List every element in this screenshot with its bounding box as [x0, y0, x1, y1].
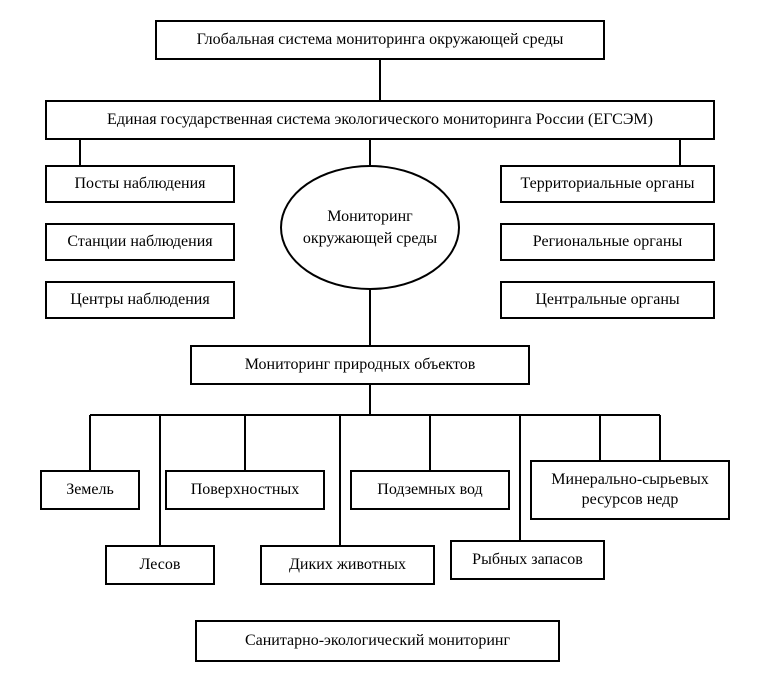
node-label: Посты наблюдения [74, 174, 205, 194]
node-sanitary: Санитарно-экологический мониторинг [195, 620, 560, 662]
node-label: Центры наблюдения [70, 290, 209, 310]
node-label: Станции наблюдения [67, 232, 212, 252]
node-label: Мониторинг окружающей среды [288, 206, 452, 249]
node-label: Поверхностных [191, 480, 299, 500]
node-label: Рыбных запасов [472, 550, 583, 570]
node-central: Центральные органы [500, 281, 715, 319]
node-animals: Диких животных [260, 545, 435, 585]
node-regional: Региональные органы [500, 223, 715, 261]
node-global: Глобальная система мониторинга окружающе… [155, 20, 605, 60]
node-label: Диких животных [289, 555, 406, 575]
node-fish: Рыбных запасов [450, 540, 605, 580]
node-land: Земель [40, 470, 140, 510]
node-label: Минерально-сырьевых ресурсов недр [538, 470, 722, 510]
node-label: Региональные органы [533, 232, 682, 252]
node-label: Лесов [140, 555, 181, 575]
node-label: Глобальная система мониторинга окружающе… [197, 30, 564, 50]
diagram-canvas: Глобальная система мониторинга окружающе… [0, 0, 759, 700]
node-surface: Поверхностных [165, 470, 325, 510]
node-label: Мониторинг природных объектов [245, 355, 476, 375]
node-label: Земель [66, 480, 114, 500]
node-label: Подземных вод [377, 480, 482, 500]
node-label: Единая государственная система экологиче… [107, 110, 653, 130]
node-natural-objects: Мониторинг природных объектов [190, 345, 530, 385]
node-forest: Лесов [105, 545, 215, 585]
node-egsem: Единая государственная система экологиче… [45, 100, 715, 140]
node-mineral: Минерально-сырьевых ресурсов недр [530, 460, 730, 520]
node-territorial: Территориальные органы [500, 165, 715, 203]
node-label: Санитарно-экологический мониторинг [245, 631, 510, 651]
node-stations: Станции наблюдения [45, 223, 235, 261]
node-label: Центральные органы [535, 290, 679, 310]
node-label: Территориальные органы [520, 174, 694, 194]
node-env-monitoring: Мониторинг окружающей среды [280, 165, 460, 290]
node-centers: Центры наблюдения [45, 281, 235, 319]
node-posts: Посты наблюдения [45, 165, 235, 203]
node-ground: Подземных вод [350, 470, 510, 510]
